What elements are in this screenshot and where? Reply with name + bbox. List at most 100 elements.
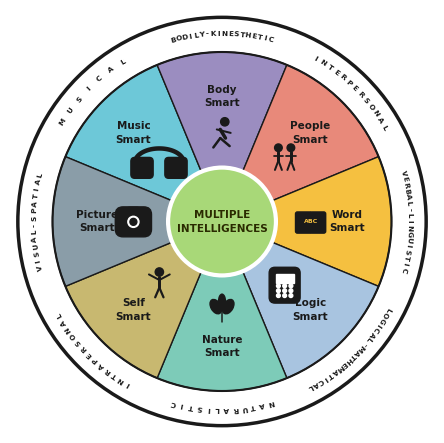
Ellipse shape	[222, 299, 234, 314]
Text: E: E	[401, 176, 408, 182]
Text: L: L	[215, 406, 220, 412]
Circle shape	[283, 289, 286, 293]
Text: I: I	[263, 35, 267, 42]
Text: I: I	[402, 262, 408, 266]
Text: U: U	[241, 404, 247, 411]
Circle shape	[283, 284, 286, 288]
Text: T: T	[188, 403, 194, 410]
Text: C: C	[317, 377, 325, 385]
Text: I: I	[86, 85, 92, 92]
Circle shape	[289, 289, 293, 293]
Text: I: I	[180, 402, 184, 408]
Text: E: E	[251, 33, 257, 40]
Text: U: U	[67, 106, 75, 115]
Text: D: D	[181, 34, 188, 41]
Text: R: R	[233, 406, 238, 412]
Text: V: V	[400, 169, 407, 176]
Text: -: -	[206, 31, 209, 37]
Circle shape	[289, 294, 293, 298]
Wedge shape	[242, 65, 379, 201]
Text: -: -	[31, 224, 37, 227]
FancyBboxPatch shape	[296, 212, 312, 233]
FancyBboxPatch shape	[131, 157, 153, 178]
Circle shape	[221, 118, 229, 126]
Text: A: A	[35, 179, 42, 186]
Text: R: R	[103, 366, 112, 374]
Text: L: L	[406, 201, 412, 206]
Wedge shape	[52, 157, 172, 286]
Text: ABC: ABC	[304, 219, 318, 224]
FancyBboxPatch shape	[165, 157, 187, 178]
Text: -: -	[406, 207, 412, 211]
Text: S: S	[74, 338, 82, 346]
Text: T: T	[326, 64, 333, 72]
Text: R: R	[403, 182, 410, 188]
Text: V: V	[36, 264, 44, 271]
Text: T: T	[403, 255, 410, 261]
Text: S: S	[234, 31, 239, 38]
Text: S: S	[31, 215, 37, 221]
Text: A: A	[59, 319, 67, 326]
FancyBboxPatch shape	[126, 207, 141, 218]
Circle shape	[168, 167, 276, 276]
Text: MULTIPLE
INTELLIGENCES: MULTIPLE INTELLIGENCES	[177, 210, 267, 233]
Text: E: E	[228, 31, 233, 37]
Text: Music
Smart: Music Smart	[115, 121, 151, 144]
Text: U: U	[406, 237, 412, 243]
Wedge shape	[242, 242, 379, 378]
Text: L: L	[194, 32, 199, 39]
Text: I: I	[407, 220, 413, 223]
Text: G: G	[406, 231, 412, 237]
Text: P: P	[32, 208, 38, 214]
Text: A: A	[377, 117, 385, 124]
Text: C: C	[170, 399, 177, 407]
Text: C: C	[371, 326, 380, 334]
Text: H: H	[245, 32, 251, 39]
Wedge shape	[65, 65, 202, 201]
FancyBboxPatch shape	[115, 207, 151, 237]
Text: Word
Smart: Word Smart	[329, 210, 365, 233]
Text: I: I	[405, 245, 411, 248]
Wedge shape	[272, 157, 392, 286]
Text: I: I	[189, 33, 192, 39]
Text: N: N	[319, 59, 327, 67]
Text: I: I	[207, 406, 210, 412]
Text: R: R	[79, 344, 87, 353]
Text: I: I	[313, 56, 318, 62]
Text: L: L	[119, 58, 127, 66]
Wedge shape	[157, 271, 287, 391]
FancyBboxPatch shape	[269, 267, 300, 303]
Circle shape	[130, 218, 137, 225]
Text: T: T	[239, 31, 245, 38]
Text: M: M	[356, 343, 365, 353]
Text: N: N	[267, 399, 274, 407]
Text: L: L	[307, 383, 314, 391]
Text: A: A	[97, 361, 105, 369]
Circle shape	[283, 294, 286, 298]
Text: O: O	[175, 35, 182, 43]
Text: M: M	[58, 118, 67, 127]
Circle shape	[277, 284, 280, 288]
Text: R: R	[357, 90, 365, 99]
Text: H: H	[344, 356, 353, 365]
Text: S: S	[362, 97, 370, 105]
Text: P: P	[345, 79, 353, 87]
Text: L: L	[56, 312, 63, 319]
Text: C: C	[267, 36, 274, 44]
Text: E: E	[333, 69, 340, 76]
Text: C: C	[96, 75, 104, 83]
Text: A: A	[312, 380, 320, 389]
Text: Body
Smart: Body Smart	[204, 85, 240, 108]
Text: N: N	[117, 376, 125, 384]
Text: Logic
Smart: Logic Smart	[293, 299, 329, 322]
Text: A: A	[258, 401, 266, 408]
Text: S: S	[34, 251, 40, 257]
Text: G: G	[378, 316, 386, 324]
Text: I: I	[323, 375, 328, 381]
Ellipse shape	[210, 299, 222, 314]
Text: C: C	[400, 267, 407, 273]
Text: N: N	[372, 109, 380, 118]
Text: L: L	[381, 124, 388, 131]
Text: A: A	[32, 237, 38, 242]
Text: T: T	[349, 352, 357, 360]
